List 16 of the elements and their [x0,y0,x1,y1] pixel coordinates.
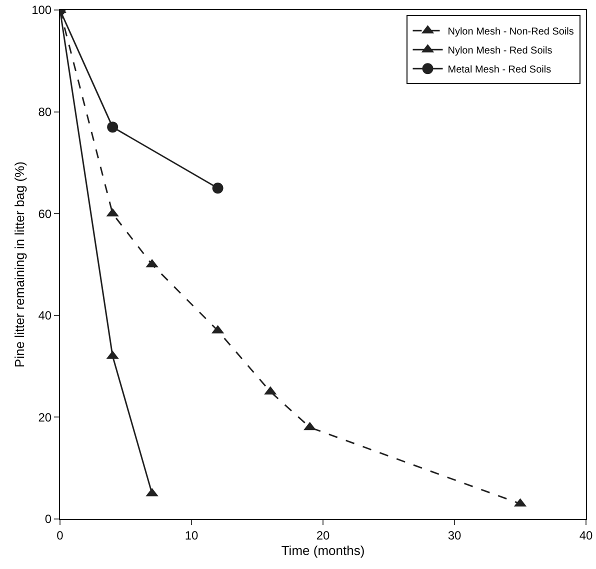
y-tick-label: 20 [38,410,52,424]
y-tick-label: 0 [44,512,52,526]
x-tick-label: 40 [579,528,593,542]
y-tick-label: 40 [38,308,52,323]
legend-label: Nylon Mesh - Non-Red Soils [448,26,574,38]
y-tick-label: 80 [38,105,52,119]
x-tick-label: 0 [56,528,64,542]
y-axis-title: Pine litter remaining in litter bag (%) [12,162,27,368]
x-tick-label: 10 [184,528,198,542]
x-axis-title: Time (months) [281,543,365,558]
y-tick-label: 100 [32,3,52,18]
legend-label: Nylon Mesh - Red Soils [448,45,552,56]
y-tick-label: 60 [38,206,52,221]
x-tick-label: 20 [316,528,330,542]
x-tick-label: 30 [448,528,462,542]
legend-label: Metal Mesh - Red Soils [448,64,552,76]
